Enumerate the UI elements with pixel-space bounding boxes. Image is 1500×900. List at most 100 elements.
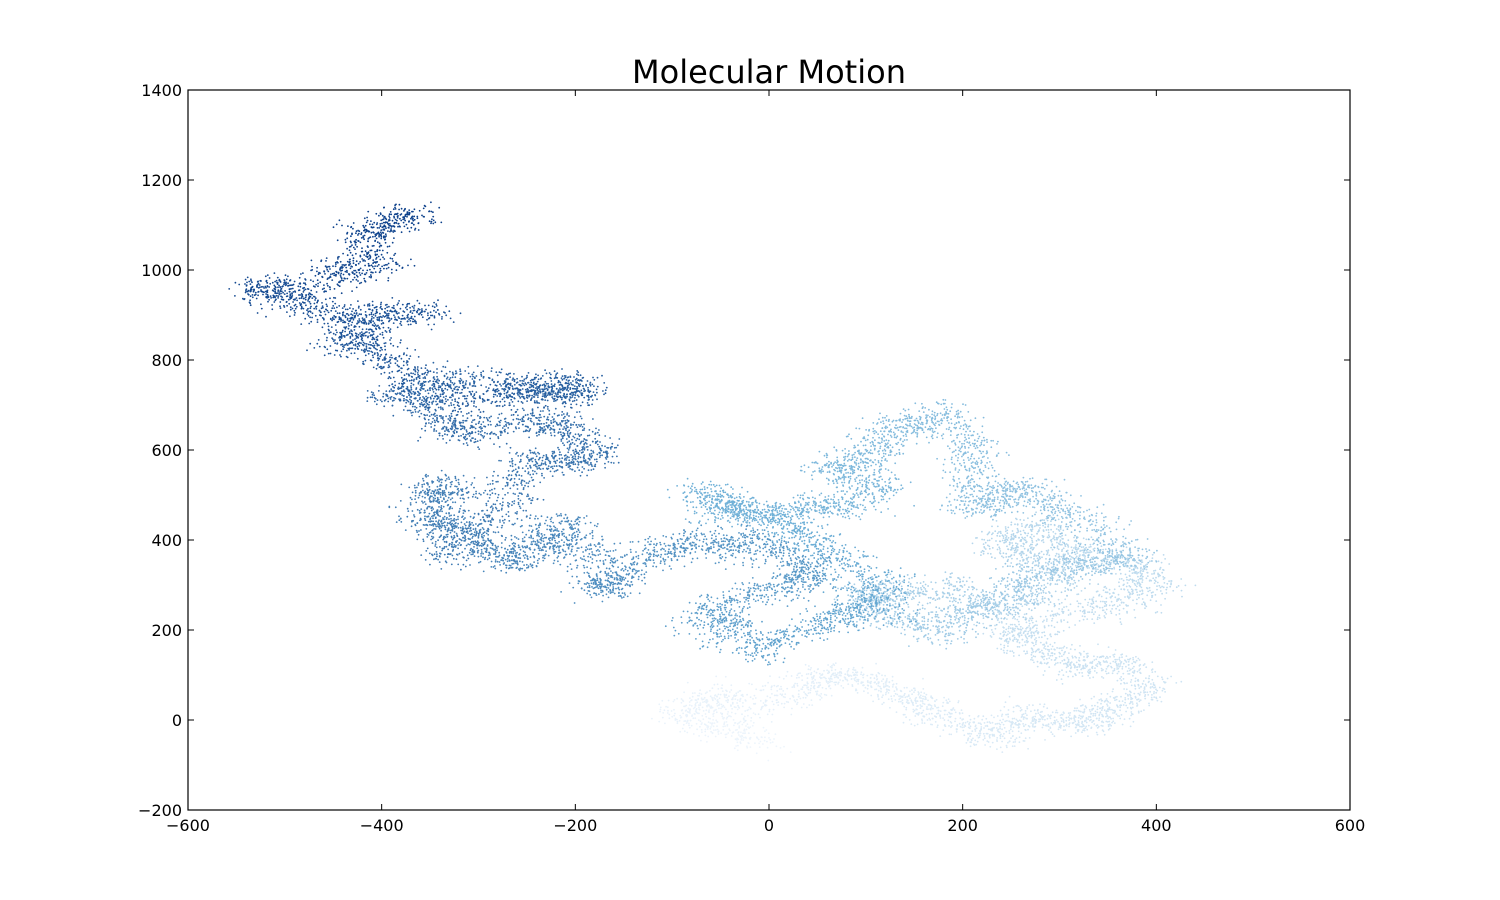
scatter-point bbox=[1030, 653, 1033, 656]
scatter-point bbox=[1038, 556, 1041, 558]
scatter-point bbox=[1024, 582, 1026, 585]
scatter-point bbox=[847, 594, 850, 597]
scatter-point bbox=[1017, 638, 1019, 641]
scatter-point bbox=[1099, 711, 1102, 714]
scatter-point bbox=[764, 700, 767, 703]
scatter-point bbox=[770, 721, 773, 723]
scatter-point bbox=[1006, 746, 1008, 749]
scatter-point bbox=[1090, 551, 1093, 553]
scatter-point bbox=[1013, 588, 1016, 591]
scatter-point bbox=[1069, 662, 1072, 665]
scatter-point bbox=[919, 591, 922, 594]
scatter-point bbox=[1109, 567, 1111, 570]
scatter-point bbox=[1132, 661, 1135, 663]
scatter-point bbox=[1130, 714, 1132, 717]
scatter-point bbox=[1043, 601, 1046, 604]
scatter-point bbox=[894, 600, 897, 603]
scatter-point bbox=[1069, 717, 1071, 720]
scatter-point bbox=[950, 597, 953, 599]
scatter-point bbox=[1005, 535, 1008, 537]
scatter-point bbox=[949, 600, 951, 603]
scatter-point bbox=[749, 736, 752, 739]
scatter-point bbox=[1061, 541, 1064, 544]
scatter-point bbox=[1092, 712, 1095, 715]
scatter-point bbox=[1042, 723, 1044, 726]
scatter-point bbox=[1127, 698, 1130, 700]
scatter-point bbox=[1128, 593, 1131, 596]
scatter-point bbox=[1028, 635, 1031, 637]
scatter-point bbox=[1035, 576, 1037, 579]
scatter-point bbox=[1040, 636, 1043, 639]
scatter-point bbox=[724, 675, 727, 678]
scatter-point bbox=[991, 721, 994, 724]
scatter-point bbox=[1037, 648, 1040, 650]
scatter-point bbox=[1020, 564, 1022, 566]
scatter-point bbox=[923, 703, 926, 705]
scatter-point bbox=[713, 722, 716, 724]
scatter-point bbox=[967, 726, 970, 729]
scatter-point bbox=[1047, 563, 1050, 566]
scatter-point bbox=[848, 675, 850, 678]
scatter-point bbox=[996, 532, 999, 535]
scatter-point bbox=[1081, 569, 1084, 572]
scatter-point bbox=[721, 705, 724, 708]
scatter-point bbox=[1004, 606, 1007, 609]
scatter-point bbox=[954, 717, 957, 720]
scatter-point bbox=[839, 679, 841, 681]
scatter-point bbox=[1040, 584, 1043, 587]
scatter-point bbox=[1015, 705, 1018, 707]
scatter-point bbox=[743, 721, 745, 724]
scatter-point bbox=[957, 700, 960, 702]
scatter-point bbox=[1065, 557, 1067, 560]
scatter-point bbox=[1091, 598, 1094, 601]
scatter-point bbox=[1010, 523, 1013, 526]
scatter-point bbox=[1105, 562, 1108, 565]
scatter-point bbox=[996, 534, 999, 537]
scatter-point bbox=[733, 747, 736, 750]
scatter-point bbox=[971, 730, 974, 732]
scatter-point bbox=[1144, 604, 1146, 606]
scatter-point bbox=[710, 705, 712, 708]
scatter-point bbox=[980, 554, 982, 556]
scatter-point bbox=[1042, 705, 1045, 708]
scatter-point bbox=[1035, 555, 1038, 557]
scatter-point bbox=[1035, 511, 1037, 514]
scatter-point bbox=[1100, 545, 1103, 548]
scatter-point bbox=[972, 603, 975, 606]
scatter-point bbox=[986, 539, 989, 542]
scatter-point bbox=[707, 735, 710, 738]
scatter-point bbox=[1108, 720, 1111, 723]
scatter-point bbox=[905, 708, 908, 711]
scatter-point bbox=[966, 641, 969, 644]
scatter-point bbox=[813, 675, 815, 677]
scatter-point bbox=[906, 625, 909, 628]
scatter-point bbox=[1073, 717, 1075, 720]
scatter-point bbox=[968, 604, 971, 607]
scatter-point bbox=[1028, 582, 1031, 585]
scatter-point bbox=[948, 594, 951, 597]
scatter-point bbox=[1036, 532, 1038, 535]
scatter-point bbox=[909, 589, 912, 592]
scatter-point bbox=[996, 722, 999, 725]
scatter-point bbox=[1129, 657, 1132, 660]
scatter-point bbox=[1095, 556, 1098, 558]
scatter-point bbox=[1057, 598, 1060, 601]
scatter-point bbox=[1093, 723, 1096, 725]
scatter-point bbox=[730, 689, 733, 691]
scatter-point bbox=[884, 611, 886, 614]
scatter-point bbox=[927, 626, 929, 629]
scatter-point bbox=[905, 716, 907, 719]
scatter-point bbox=[796, 674, 799, 677]
scatter-point bbox=[963, 726, 965, 728]
scatter-point bbox=[1062, 647, 1064, 649]
scatter-point bbox=[825, 687, 827, 690]
scatter-point bbox=[1113, 604, 1116, 606]
scatter-point bbox=[1106, 554, 1109, 556]
scatter-point bbox=[686, 711, 689, 713]
scatter-point bbox=[1161, 676, 1163, 679]
scatter-point bbox=[1057, 518, 1060, 521]
scatter-point bbox=[1138, 547, 1140, 550]
scatter-point bbox=[1103, 571, 1105, 574]
scatter-point bbox=[793, 685, 795, 687]
scatter-point bbox=[1009, 627, 1012, 630]
